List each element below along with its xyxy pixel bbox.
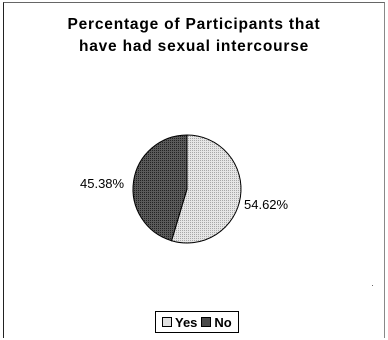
chart-title-line-2: have had sexual intercourse xyxy=(78,38,310,55)
legend-swatch-no xyxy=(201,317,212,327)
legend-item-yes: Yes xyxy=(162,315,197,330)
pie-slice-no xyxy=(132,134,188,242)
pie-slices xyxy=(132,134,242,244)
stray-mark xyxy=(372,285,373,286)
legend-swatch-yes xyxy=(162,317,172,327)
legend-label-no: No xyxy=(214,314,232,330)
chart-title-line-1: Percentage of Participants that xyxy=(67,16,321,33)
pie-slice-yes xyxy=(170,134,242,244)
slice-label-yes: 54.62% xyxy=(244,197,289,212)
legend: Yes No xyxy=(155,311,239,333)
legend-label-yes: Yes xyxy=(175,314,198,330)
chart-title: Percentage of Participants that have had… xyxy=(0,14,388,58)
chart-frame xyxy=(3,2,385,338)
slice-label-no: 45.38% xyxy=(80,176,125,191)
legend-item-no: No xyxy=(201,314,232,330)
